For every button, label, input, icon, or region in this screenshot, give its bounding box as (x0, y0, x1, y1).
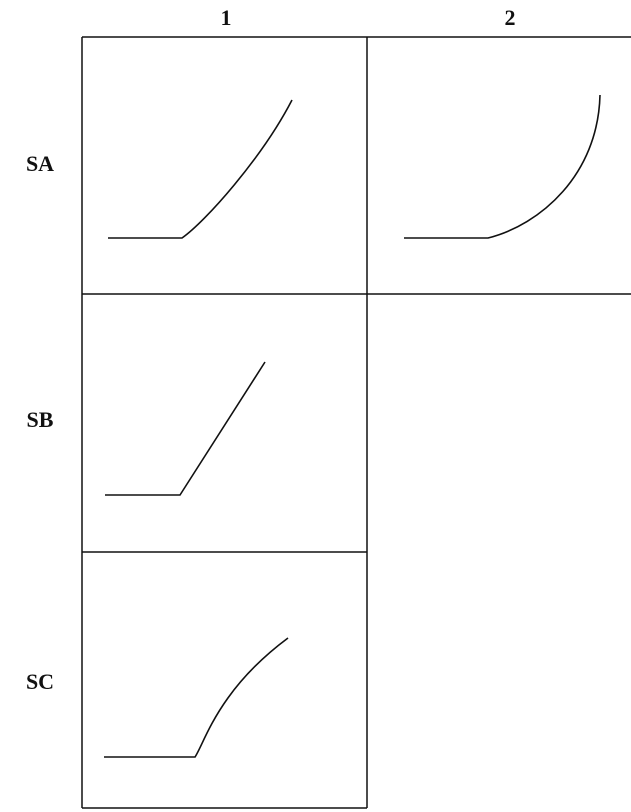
curve (105, 361, 266, 496)
grid (81, 36, 631, 809)
curve (404, 94, 601, 239)
row-label: SB (27, 407, 54, 432)
curve (108, 99, 293, 239)
curve (104, 637, 289, 758)
row-label: SC (26, 669, 54, 694)
column-header: 1 (221, 5, 232, 30)
row-label: SA (26, 151, 54, 176)
column-header: 2 (505, 5, 516, 30)
